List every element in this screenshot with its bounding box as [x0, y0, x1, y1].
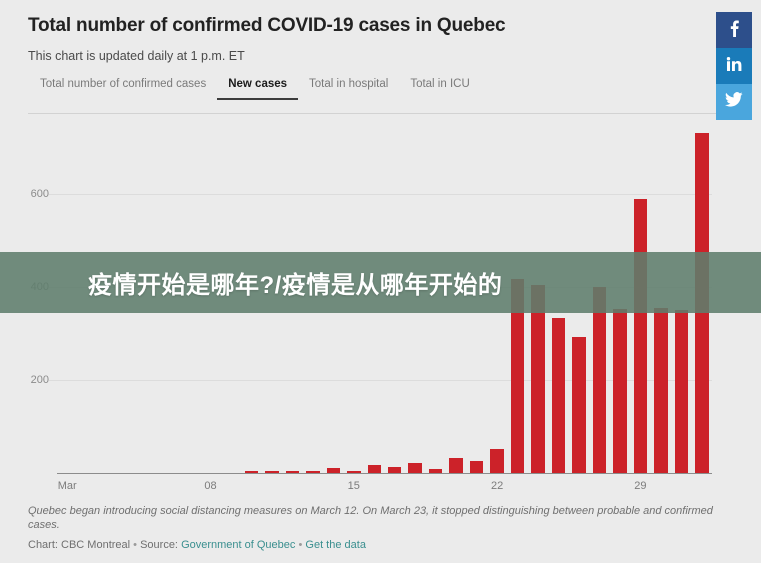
- credit-separator-1: •: [133, 539, 138, 551]
- tab-total-in-icu[interactable]: Total in ICU: [410, 78, 470, 90]
- y-axis-tick-label: 600: [30, 188, 49, 201]
- x-axis-line: [57, 473, 712, 474]
- bar[interactable]: [285, 471, 300, 473]
- bar[interactable]: [551, 317, 566, 473]
- overlay-banner: 疫情开始是哪年?/疫情是从哪年开始的: [0, 252, 761, 313]
- bar[interactable]: [490, 448, 504, 473]
- facebook-share-button[interactable]: [716, 12, 752, 48]
- get-the-data-link[interactable]: Get the data: [305, 539, 366, 551]
- page-title: Total number of confirmed COVID-19 cases…: [28, 15, 506, 36]
- bar[interactable]: [531, 285, 545, 473]
- bar[interactable]: [306, 471, 320, 473]
- source-link[interactable]: Government of Quebec: [181, 539, 296, 551]
- bar[interactable]: [408, 462, 422, 473]
- y-axis-tick-label: 200: [30, 374, 49, 387]
- twitter-bird-icon: [725, 92, 743, 112]
- chart-subtitle: This chart is updated daily at 1 p.m. ET: [28, 49, 245, 63]
- y-gridline: [57, 194, 712, 196]
- bar[interactable]: [347, 470, 361, 473]
- x-axis-tick-label: 29: [634, 480, 647, 492]
- y-tick-stub: [49, 380, 67, 382]
- x-axis-tick-label: 15: [347, 480, 360, 492]
- bar[interactable]: [244, 471, 259, 473]
- linkedin-share-button[interactable]: [716, 48, 752, 84]
- bar[interactable]: [674, 310, 689, 473]
- chart-footnote: Quebec began introducing social distanci…: [28, 505, 713, 531]
- bar[interactable]: [265, 471, 279, 473]
- overlay-banner-text: 疫情开始是哪年?/疫情是从哪年开始的: [88, 272, 503, 299]
- tab-total-in-hospital[interactable]: Total in hospital: [309, 78, 389, 90]
- bar[interactable]: [367, 465, 381, 473]
- bar[interactable]: [449, 457, 463, 473]
- linkedin-icon: [726, 56, 742, 77]
- bar[interactable]: [387, 467, 402, 473]
- x-axis-tick-label: 08: [204, 480, 217, 492]
- y-gridline: [57, 380, 712, 382]
- tab-new-cases[interactable]: New cases: [217, 78, 299, 100]
- bar[interactable]: [428, 469, 443, 473]
- credit-chart-by: Chart: CBC Montreal: [28, 539, 131, 551]
- bar[interactable]: [326, 468, 341, 473]
- social-share-bar: [716, 12, 752, 120]
- credit-source-label: Source:: [140, 539, 178, 551]
- x-axis-tick-label: 22: [490, 480, 504, 492]
- facebook-icon: [730, 19, 739, 42]
- credit-separator-2: •: [298, 539, 303, 551]
- chart-footer: Quebec began introducing social distanci…: [28, 505, 728, 552]
- bar[interactable]: [592, 287, 607, 473]
- bar[interactable]: [613, 309, 627, 473]
- bar[interactable]: [572, 337, 586, 473]
- tab-total-confirmed-cases[interactable]: Total number of confirmed cases: [40, 78, 207, 90]
- bar[interactable]: [510, 279, 525, 473]
- y-tick-stub: [49, 194, 67, 196]
- chart-header: Total number of confirmed COVID-19 cases…: [0, 0, 761, 100]
- tabs-divider: [28, 113, 719, 114]
- bar[interactable]: [633, 198, 648, 473]
- twitter-share-button[interactable]: [716, 84, 752, 120]
- chart-tabs: Total number of confirmed cases New case…: [28, 78, 761, 100]
- chart-credit: Chart: CBC Montreal • Source: Government…: [28, 539, 728, 552]
- x-axis-tick-label: Mar: [57, 480, 77, 492]
- bar[interactable]: [654, 308, 668, 473]
- bar[interactable]: [469, 460, 484, 473]
